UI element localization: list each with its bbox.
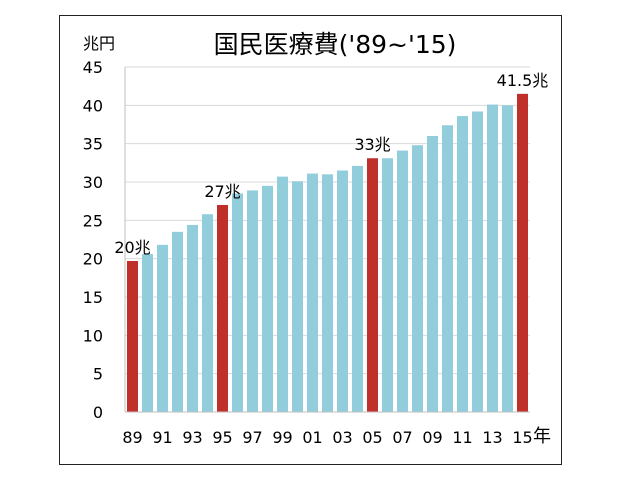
x-tick-label: 01 — [302, 428, 322, 447]
bar — [262, 185, 273, 412]
bar — [352, 165, 363, 412]
bar — [472, 111, 483, 412]
bar — [502, 105, 513, 412]
y-tick-label: 45 — [83, 58, 103, 77]
data-label: 27兆 — [204, 182, 240, 201]
x-tick-label: 97 — [242, 428, 262, 447]
bar — [322, 174, 333, 412]
x-tick-label: 99 — [272, 428, 292, 447]
bar — [277, 176, 288, 412]
bar — [232, 193, 243, 412]
bar — [412, 145, 423, 412]
bar — [247, 190, 258, 412]
axes — [124, 67, 530, 413]
x-tick-label: 13 — [482, 428, 502, 447]
bar — [172, 231, 183, 412]
bar-highlight — [367, 158, 378, 412]
bar — [202, 214, 213, 412]
y-tick-label: 10 — [83, 326, 103, 345]
bar — [397, 150, 408, 413]
data-label: 33兆 — [354, 135, 390, 154]
bar — [142, 254, 153, 412]
data-label: 41.5兆 — [497, 71, 549, 90]
x-tick-label: 11 — [452, 428, 472, 447]
x-tick-label: 09 — [422, 428, 442, 447]
bar — [457, 116, 468, 413]
y-tick-label: 35 — [83, 135, 103, 154]
y-tick-label: 5 — [93, 365, 103, 384]
x-tick-label: 03 — [332, 428, 352, 447]
y-tick-label: 15 — [83, 288, 103, 307]
bar-highlight — [517, 93, 528, 412]
y-tick-label: 30 — [83, 173, 103, 192]
y-tick-label: 25 — [83, 211, 103, 230]
bar — [307, 173, 318, 412]
x-tick-label: 07 — [392, 428, 412, 447]
bar — [187, 224, 198, 412]
bar — [157, 244, 168, 412]
y-tick-label: 40 — [83, 96, 103, 115]
y-tick-label: 0 — [93, 403, 103, 422]
bar — [382, 158, 393, 412]
bar — [442, 125, 453, 413]
bar — [292, 181, 303, 412]
x-axis-unit-label: 年 — [533, 426, 551, 447]
bar — [487, 104, 498, 413]
x-tick-label: 89 — [122, 428, 142, 447]
x-tick-label: 93 — [182, 428, 202, 447]
x-tick-label: 05 — [362, 428, 382, 447]
y-tick-label: 20 — [83, 250, 103, 269]
y-axis-unit-label: 兆円 — [83, 34, 115, 53]
x-tick-label: 95 — [212, 428, 232, 447]
chart-title: 国民医療費('89~'15) — [214, 30, 457, 59]
bar — [427, 136, 438, 412]
bar — [337, 170, 348, 412]
bar-highlight — [217, 205, 228, 412]
bar-highlight — [127, 260, 138, 412]
x-tick-label: 15 — [512, 428, 532, 447]
bars — [127, 93, 528, 413]
data-label: 20兆 — [114, 238, 150, 257]
x-tick-label: 91 — [152, 428, 172, 447]
